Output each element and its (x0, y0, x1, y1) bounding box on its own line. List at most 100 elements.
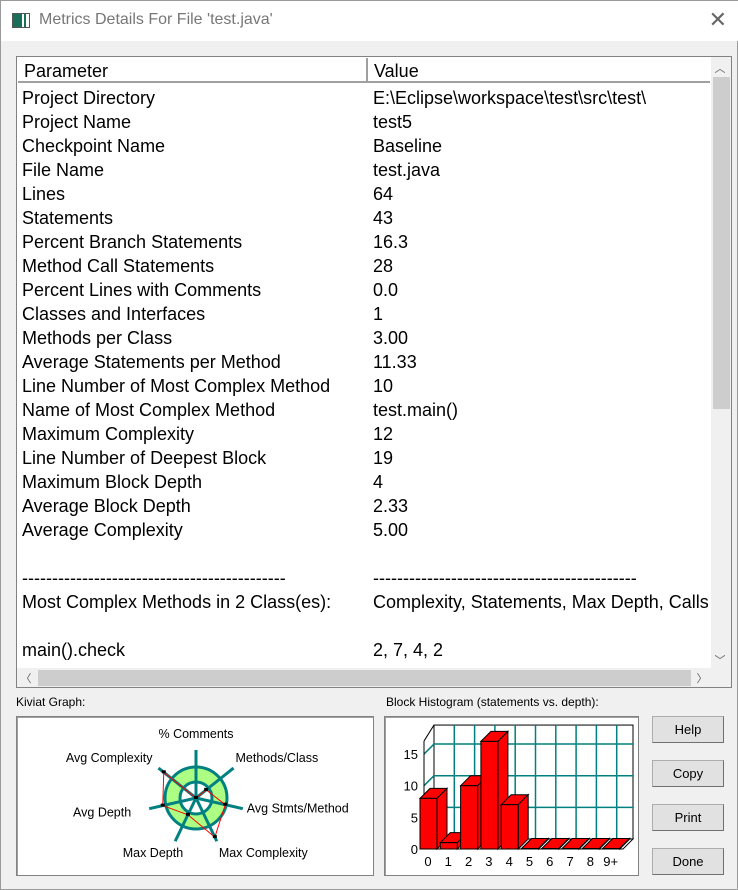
value-cell: test.java (373, 160, 441, 180)
table-row[interactable]: Method Call Statements 28 (17, 254, 711, 278)
table-row[interactable]: Average Complexity 5.00 (17, 518, 711, 542)
histogram-y-tick: 0 (411, 842, 418, 857)
kiviat-axis (173, 797, 198, 842)
histogram-bar (500, 804, 519, 850)
table-row[interactable]: main().check 2, 7, 4, 2 (17, 638, 711, 662)
horizontal-scrollbar[interactable]: 〈 〉 (17, 668, 711, 687)
column-header-parameter[interactable]: Parameter (18, 58, 368, 82)
kiviat-axis (148, 796, 197, 811)
value-cell: E:\Eclipse\workspace\test\src\test\ (373, 88, 647, 108)
parameter-cell: Percent Lines with Comments (22, 280, 262, 300)
kiviat-axis-label: Avg Stmts/Method (247, 802, 349, 816)
value-cell: 3.00 (373, 328, 409, 348)
parameter-cell: Average Statements per Method (22, 352, 281, 372)
histogram-bar-side (517, 793, 529, 851)
table-row[interactable]: Maximum Complexity 12 (17, 422, 711, 446)
value-cell: 0.0 (373, 280, 399, 300)
parameter-cell: main().check (22, 640, 126, 660)
histogram-y-tick: 10 (404, 779, 418, 794)
kiviat-axis-label: Avg Complexity (66, 751, 153, 765)
scroll-left-icon[interactable]: 〈 (20, 673, 32, 685)
kiviat-point (223, 802, 228, 806)
help-button[interactable]: Help (652, 716, 724, 743)
table-row[interactable]: Checkpoint Name Baseline (17, 134, 711, 158)
table-row[interactable]: Methods per Class 3.00 (17, 326, 711, 350)
list-header: Parameter Value (18, 58, 710, 83)
table-row[interactable]: Statements 43 (17, 206, 711, 230)
scroll-corner (711, 668, 731, 687)
value-cell: 19 (373, 448, 394, 468)
kiviat-axis-label: % Comments (158, 727, 233, 741)
histogram-x-tick: 7 (566, 854, 573, 869)
table-row[interactable]: Percent Branch Statements 16.3 (17, 230, 711, 254)
value-cell: 16.3 (373, 232, 409, 252)
table-row[interactable] (17, 542, 711, 566)
parameter-cell: ----------------------------------------… (22, 568, 286, 588)
value-cell: 2.33 (373, 496, 409, 516)
close-icon[interactable]: ✕ (708, 7, 727, 32)
table-row[interactable]: Line Number of Most Complex Method 10 (17, 374, 711, 398)
table-row[interactable]: ----------------------------------------… (17, 566, 711, 590)
histogram-bar (419, 797, 438, 850)
histogram-y-axis (423, 724, 435, 742)
histogram-bar (460, 785, 479, 850)
kiviat-axis (194, 797, 219, 842)
parameter-cell: Methods per Class (22, 328, 173, 348)
done-button[interactable]: Done (652, 848, 724, 875)
table-row[interactable]: Line Number of Deepest Block 19 (17, 446, 711, 470)
histogram-bar (602, 848, 621, 850)
scroll-down-icon[interactable]: ﹀ (714, 655, 726, 667)
table-row[interactable]: Project Name test5 (17, 110, 711, 134)
kiviat-graph: % Comments Methods/Class Avg Stmts/Method M… (16, 716, 374, 876)
histogram-grid-line (423, 775, 435, 787)
parameter-cell: Line Number of Deepest Block (22, 448, 267, 468)
table-row[interactable]: Most Complex Methods in 2 Class(es): Comp… (17, 590, 711, 614)
value-cell: test5 (373, 112, 413, 132)
table-row[interactable]: Classes and Interfaces 1 (17, 302, 711, 326)
kiviat-point (160, 803, 165, 807)
kiviat-axis (195, 796, 244, 811)
parameter-cell: Lines (22, 184, 66, 204)
copy-button[interactable]: Copy (652, 760, 724, 787)
parameter-cell: Classes and Interfaces (22, 304, 206, 324)
kiviat-label: Kiviat Graph: (16, 695, 86, 709)
table-row[interactable]: Name of Most Complex Method test.main() (17, 398, 711, 422)
histogram-x-tick: 6 (546, 854, 553, 869)
table-row[interactable]: Project Directory E:\Eclipse\workspace\te… (17, 86, 711, 110)
vertical-scrollbar[interactable]: ︿ ﹀ (711, 57, 731, 669)
table-row[interactable]: File Name test.java (17, 158, 711, 182)
parameter-cell: Average Complexity (22, 520, 183, 540)
scroll-right-icon[interactable]: 〉 (696, 673, 708, 685)
histogram-x-tick: 5 (526, 854, 533, 869)
histogram-y-tick: 15 (404, 747, 418, 762)
horizontal-scroll-thumb[interactable] (38, 670, 691, 686)
table-row[interactable]: Lines 64 (17, 182, 711, 206)
table-row[interactable]: Average Block Depth 2.33 (17, 494, 711, 518)
parameter-cell: Method Call Statements (22, 256, 215, 276)
value-cell: Complexity, Statements, Max Depth, Calls (373, 592, 709, 612)
column-header-value[interactable]: Value (374, 61, 419, 81)
table-row[interactable]: Maximum Block Depth 4 (17, 470, 711, 494)
parameter-cell: Project Directory (22, 88, 156, 108)
list-rows: Project Directory E:\Eclipse\workspace\te… (17, 86, 711, 662)
kiviat-axis-label: Avg Depth (73, 806, 131, 820)
value-cell: test.main() (373, 400, 459, 420)
value-cell: 10 (373, 376, 394, 396)
parameter-cell: File Name (22, 160, 105, 180)
table-row[interactable]: Percent Lines with Comments 0.0 (17, 278, 711, 302)
metrics-list[interactable]: Parameter Value Project Directory E:\Ecli… (16, 56, 732, 688)
parameter-cell: Most Complex Methods in 2 Class(es): (22, 592, 332, 612)
table-row[interactable] (17, 614, 711, 638)
kiviat-point (194, 796, 198, 799)
histogram-x-tick: 9+ (603, 854, 618, 869)
kiviat-point (204, 787, 209, 791)
value-cell: 1 (373, 304, 384, 324)
vertical-scroll-thumb[interactable] (713, 77, 730, 409)
histogram-bar (561, 848, 580, 850)
parameter-cell: Name of Most Complex Method (22, 400, 276, 420)
value-cell: 11.33 (373, 352, 417, 372)
scroll-up-icon[interactable]: ︿ (714, 63, 726, 75)
print-button[interactable]: Print (652, 804, 724, 831)
table-row[interactable]: Average Statements per Method 11.33 (17, 350, 711, 374)
kiviat-axis-label: Max Depth (123, 846, 183, 860)
